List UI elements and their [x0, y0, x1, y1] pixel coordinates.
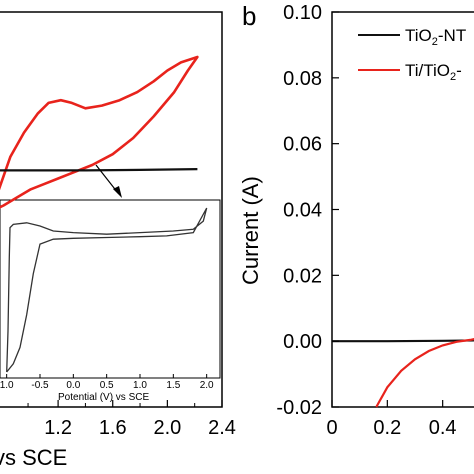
legend-label-ti-tio2: Ti/TiO2-: [405, 61, 462, 83]
inset-series-group: [6, 207, 208, 373]
inset-x-axis-label: Potential (V) vs SCE: [58, 392, 149, 403]
left-series-red-cv: [0, 55, 199, 209]
right-y-tick-label: 0.10: [283, 2, 322, 24]
inset-x-tick-label: 0.0: [66, 380, 80, 391]
inset-x-tick-label: -0.5: [31, 380, 49, 391]
legend-label-tio2-nt: TiO2-NT: [405, 26, 466, 48]
inset-pointer-arrowhead: [113, 186, 122, 198]
inset-x-tick-label: 1.0: [0, 380, 14, 391]
right-series-group: [332, 338, 474, 408]
left-series-group: [0, 55, 199, 209]
inset-x-tick-label: 0.5: [100, 380, 114, 391]
left-x-tick-label: 2.4: [208, 417, 236, 439]
right-x-tick-label: 0: [326, 417, 337, 439]
right-y-tick-label: 0.02: [283, 265, 322, 287]
tick-group: 1.2 1.6 2.0 2.4 1.0 -0.5 0.0 0.5 1.0 1.5 2.0 0.10 0.…: [0, 2, 457, 439]
inset-x-tick-label: 1.5: [166, 380, 180, 391]
left-x-tick-label: 1.6: [99, 417, 127, 439]
inset-series-cv: [6, 207, 208, 373]
left-plot-frame: [0, 11, 223, 408]
inset-plot-frame: [0, 199, 221, 379]
right-y-tick-label: 0.08: [283, 68, 322, 90]
right-y-tick-label: 0.00: [283, 331, 322, 353]
inset-x-tick-label: 2.0: [200, 380, 214, 391]
right-series-tio2-nt: [332, 339, 474, 343]
right-x-tick-label: 0.4: [429, 417, 457, 439]
left-x-tick-label: 1.2: [44, 417, 72, 439]
right-x-tick-label: 0.2: [373, 417, 401, 439]
left-x-axis-label: vs SCE: [0, 445, 67, 470]
left-x-tick-label: 2.0: [153, 417, 181, 439]
right-series-ti-tio2: [375, 338, 474, 408]
right-y-axis-label: Current (A): [238, 176, 263, 285]
left-series-black-cv: [0, 168, 198, 172]
right-y-tick-label: 0.04: [283, 200, 322, 222]
inset-x-tick-label: 1.0: [133, 380, 147, 391]
inset-pointer-line: [95, 164, 119, 194]
right-y-tick-label: -0.02: [276, 397, 322, 419]
panel-label-b: b: [242, 1, 256, 31]
right-y-tick-label: 0.06: [283, 134, 322, 156]
